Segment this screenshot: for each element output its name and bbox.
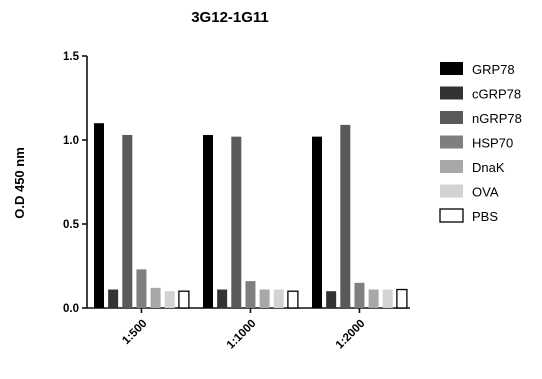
y-tick-label: 0.0 <box>63 303 79 315</box>
legend-swatch <box>440 111 463 124</box>
legend-swatch <box>440 135 463 149</box>
legend-label: PBS <box>472 209 498 224</box>
bar <box>326 291 337 308</box>
x-tick-label: 1:500 <box>120 318 149 347</box>
legend-label: HSP70 <box>472 136 513 151</box>
bar <box>245 281 256 308</box>
y-tick-label: 1.5 <box>63 51 80 63</box>
legend-swatch <box>440 184 463 198</box>
bar <box>178 290 190 309</box>
bar <box>150 287 161 308</box>
bar <box>136 269 147 308</box>
bar <box>273 289 284 308</box>
bar <box>287 290 299 309</box>
legend-swatch <box>439 208 464 223</box>
y-axis-label: O.D 450 nm <box>12 147 27 219</box>
bar <box>217 289 228 308</box>
bar <box>354 282 365 308</box>
bar <box>108 289 119 308</box>
y-axis: 0.0 0.5 1.0 1.5 <box>63 51 88 315</box>
bar <box>203 134 213 308</box>
legend: GRP78 cGRP78 nGRP78 HSP70 DnaK OVA PBS <box>439 62 522 224</box>
legend-swatch <box>440 86 463 100</box>
legend-label: cGRP78 <box>472 87 521 102</box>
legend-swatch <box>440 62 463 75</box>
legend-label: DnaK <box>472 160 505 175</box>
bar <box>382 289 393 308</box>
bar <box>164 291 175 308</box>
x-tick-label: 1:2000 <box>334 318 368 352</box>
legend-label: OVA <box>472 185 499 200</box>
x-axis: 1:500 1:1000 1:2000 <box>87 307 410 352</box>
bar <box>396 288 408 309</box>
y-tick-label: 1.0 <box>63 135 79 147</box>
legend-swatch <box>440 160 463 173</box>
legend-label: nGRP78 <box>472 111 522 126</box>
bars <box>94 123 408 309</box>
bar <box>368 289 379 308</box>
bar <box>94 123 104 308</box>
chart-title: 3G12-1G11 <box>191 9 269 26</box>
bar <box>259 289 270 308</box>
bar <box>231 136 242 308</box>
bar <box>312 136 322 308</box>
bar <box>122 134 133 308</box>
legend-label: GRP78 <box>472 62 515 77</box>
bar <box>340 124 351 308</box>
y-tick-label: 0.5 <box>63 219 80 231</box>
x-tick-label: 1:1000 <box>225 318 259 352</box>
